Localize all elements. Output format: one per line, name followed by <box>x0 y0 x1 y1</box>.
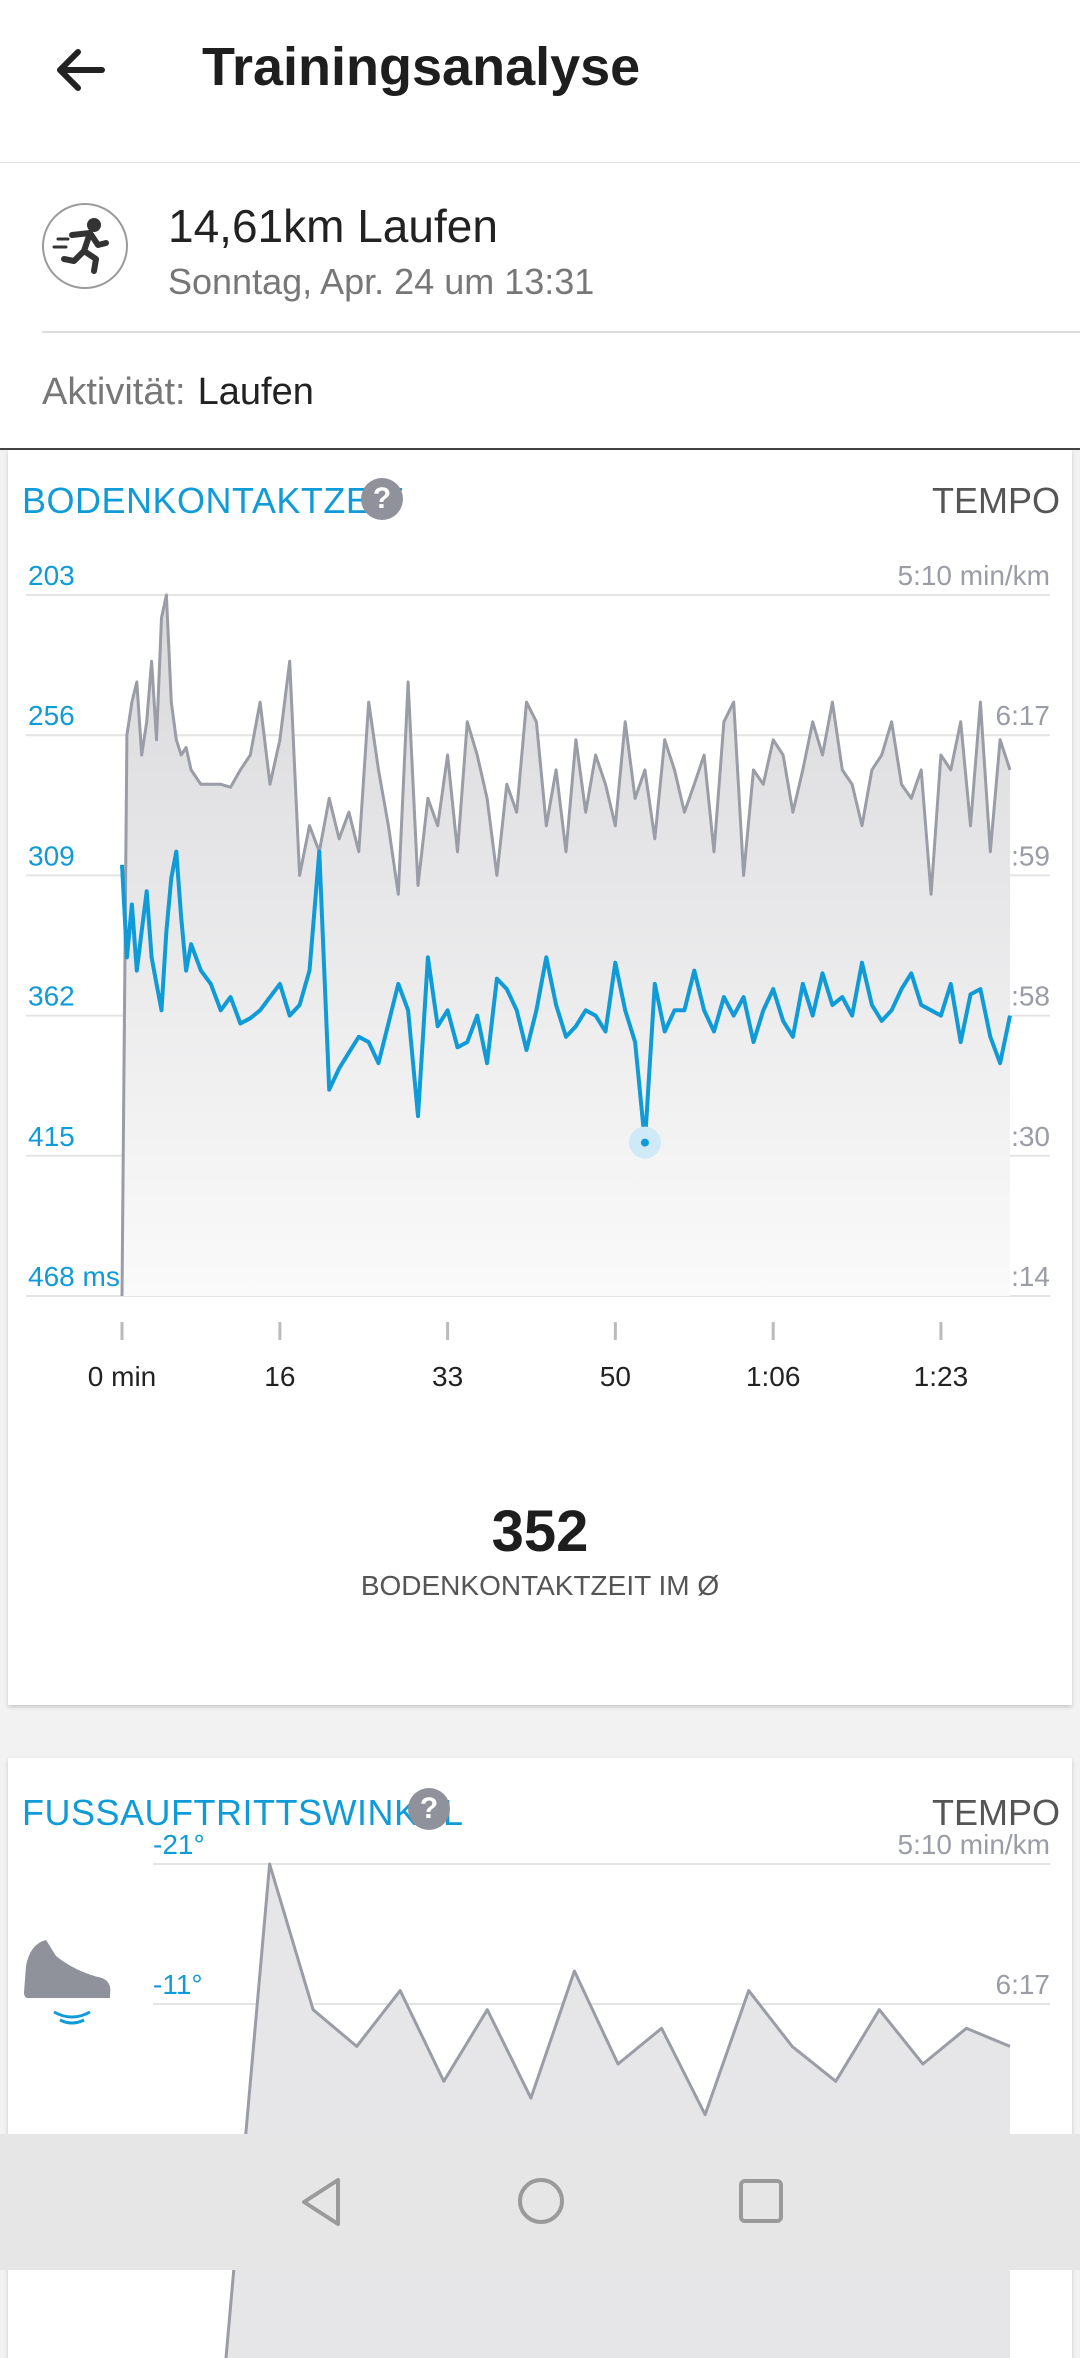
home-circle-icon[interactable] <box>516 2176 566 2226</box>
y2-tick-label: 6:17 <box>996 700 1051 731</box>
activity-title: 14,61km Laufen <box>168 200 498 252</box>
app-bar: Trainingsanalyse <box>0 0 1080 163</box>
y2-tick-label: 5:10 min/km <box>898 1829 1051 1860</box>
pace-line <box>120 593 1012 1297</box>
average-label: BODENKONTAKTZEIT IM Ø <box>360 1570 720 1601</box>
y-tick-label: 468 ms <box>28 1261 120 1292</box>
help-icon[interactable]: ? <box>361 478 403 520</box>
help-icon[interactable]: ? <box>408 1788 450 1830</box>
x-tick-label: 1:23 <box>914 1361 969 1392</box>
divider <box>42 331 1080 333</box>
tempo-label: TEMPO <box>931 1792 1060 1833</box>
card-title: FUSSAUFTRITTSWINKEL <box>22 1792 464 1833</box>
y-tick-label: -21° <box>153 1829 205 1860</box>
y-tick-label: -11° <box>153 1969 203 2000</box>
y-tick-label: 362 <box>28 981 75 1012</box>
activity-type-label: Aktivität: <box>42 371 186 413</box>
x-tick-label: 1:06 <box>746 1361 801 1392</box>
y-tick-label: 203 <box>28 560 75 591</box>
activity-type-value: Laufen <box>197 371 314 413</box>
arrow-left-icon[interactable] <box>50 40 110 100</box>
system-navigation-bar <box>0 2134 1080 2270</box>
x-tick-label: 33 <box>432 1361 463 1392</box>
shoe-strike-icon <box>24 1940 111 2025</box>
pace-line <box>224 1862 1011 2358</box>
activity-date: Sonntag, Apr. 24 um 13:31 <box>168 261 595 302</box>
tempo-label: TEMPO <box>931 480 1060 521</box>
average-value: 352 <box>491 1499 589 1564</box>
card-title: BODENKONTAKTZEIT <box>22 480 404 521</box>
pace-area <box>226 1864 1010 2358</box>
pace-area <box>122 595 1010 1296</box>
x-tick-label: 0 min <box>88 1361 156 1392</box>
runner-icon <box>42 203 128 289</box>
x-tick-label: 50 <box>600 1361 631 1392</box>
back-triangle-icon[interactable] <box>296 2174 346 2230</box>
x-tick-label: 16 <box>264 1361 295 1392</box>
page-title: Trainingsanalyse <box>202 37 641 97</box>
y-tick-label: 256 <box>28 700 75 731</box>
y-tick-label: 415 <box>28 1121 75 1152</box>
y2-tick-label: 5:10 min/km <box>898 560 1051 591</box>
activity-summary: 14,61km Laufen Sonntag, Apr. 24 um 13:31… <box>0 163 1080 450</box>
selected-point <box>640 1138 649 1147</box>
activity-type-row: Aktivität: Laufen <box>42 371 314 414</box>
y-tick-label: 309 <box>28 840 75 871</box>
recents-square-icon[interactable] <box>736 2176 786 2226</box>
ground-contact-time-card: BODENKONTAKTZEIT ? TEMPO 203 5:10 min/km 2… <box>8 450 1072 1705</box>
ground-contact-line <box>120 849 1012 1145</box>
y2-tick-label: 6:17 <box>996 1969 1051 2000</box>
